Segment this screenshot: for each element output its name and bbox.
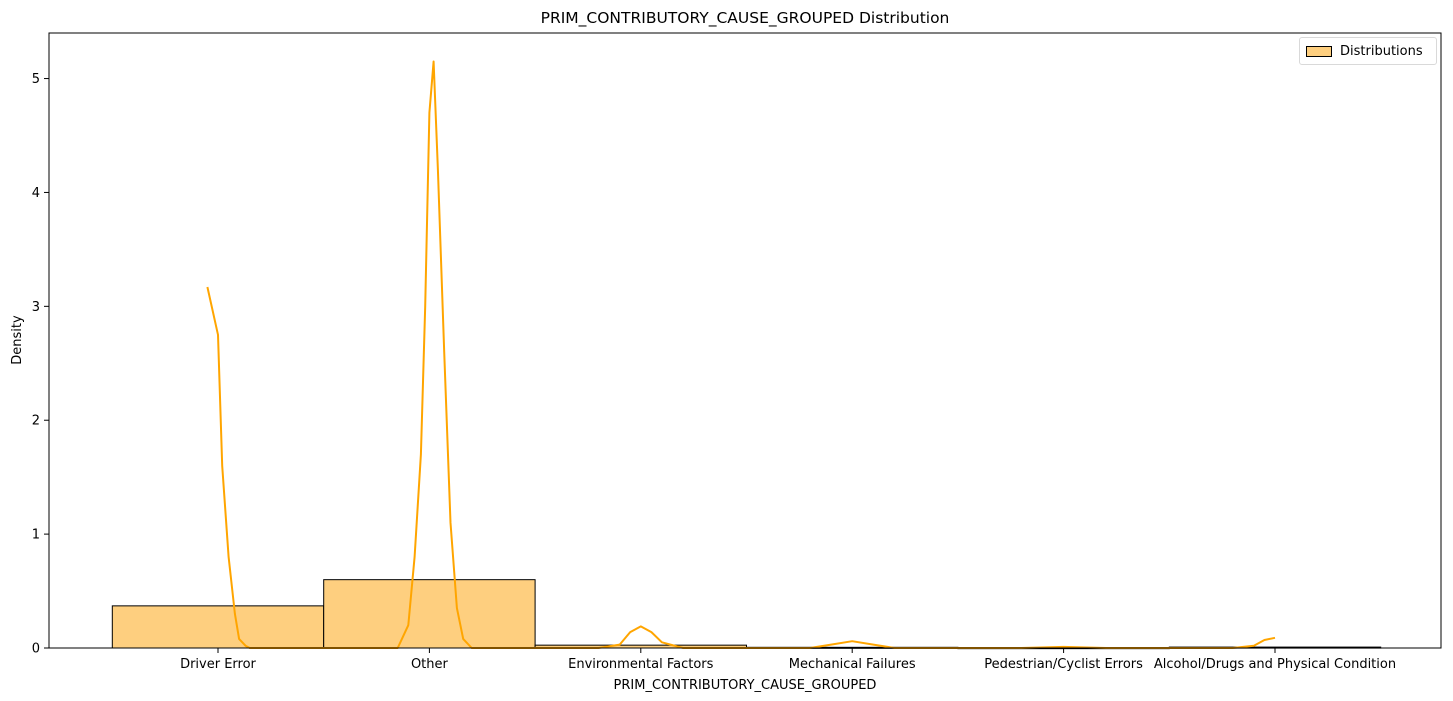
y-tick-label-2: 2 xyxy=(32,414,40,429)
kde-line xyxy=(206,60,1276,649)
x-tick-label-4: Pedestrian/Cyclist Errors xyxy=(984,657,1143,672)
legend: Distributions xyxy=(1299,37,1437,65)
y-axis-label: Density xyxy=(10,315,25,365)
y-tick-label-3: 3 xyxy=(32,300,40,315)
kde-group xyxy=(206,60,1276,649)
legend-swatch xyxy=(1306,45,1332,57)
x-axis: Driver Error Other Environmental Factors Me… xyxy=(180,648,1396,672)
plot-frame xyxy=(48,32,1442,649)
chart-title: PRIM_CONTRIBUTORY_CAUSE_GROUPED Distribu… xyxy=(541,9,950,28)
x-tick-label-5: Alcohol/Drugs and Physical Condition xyxy=(1154,657,1396,672)
y-tick-label-5: 5 xyxy=(32,72,40,87)
x-tick-label-2: Environmental Factors xyxy=(568,657,714,672)
x-tick-label-0: Driver Error xyxy=(180,657,256,672)
bars-group xyxy=(111,579,1382,650)
y-tick-label-4: 4 xyxy=(32,186,40,201)
legend-label: Distributions xyxy=(1340,43,1423,59)
x-tick-label-3: Mechanical Failures xyxy=(789,657,916,672)
y-tick-label-1: 1 xyxy=(32,528,40,543)
x-axis-label: PRIM_CONTRIBUTORY_CAUSE_GROUPED xyxy=(614,678,877,693)
bar-0 xyxy=(111,605,325,649)
y-axis: 0 1 2 3 4 5 xyxy=(32,72,49,657)
x-tick-label-1: Other xyxy=(411,657,449,672)
y-tick-label-0: 0 xyxy=(32,642,40,657)
bar-1 xyxy=(323,579,536,649)
